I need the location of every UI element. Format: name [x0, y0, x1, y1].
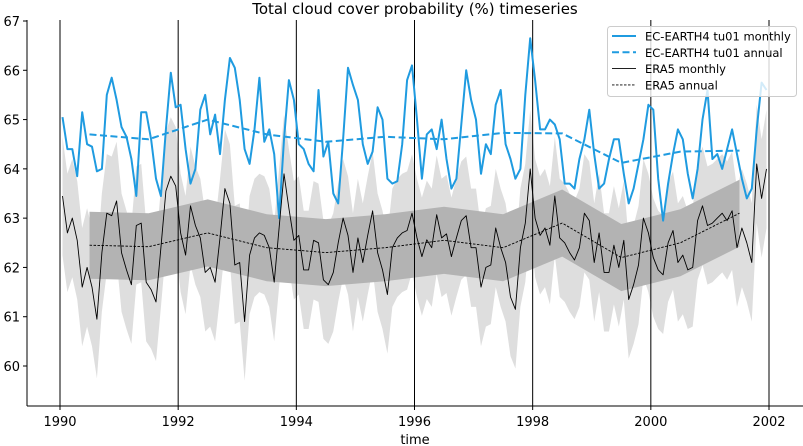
series-lines — [61, 37, 768, 323]
legend-label-3: ERA5 annual — [645, 78, 718, 92]
x-tick-label: 1998 — [516, 415, 549, 430]
y-tick-label: 66 — [3, 64, 20, 79]
x-tick-label: 1996 — [398, 415, 431, 430]
series-line-1 — [89, 118, 740, 164]
y-tick-label: 61 — [3, 311, 20, 326]
y-tick-label: 60 — [3, 360, 20, 375]
chart-title: Total cloud cover probability (%) timese… — [251, 0, 578, 18]
x-axis-label: time — [400, 433, 429, 446]
series-line-0 — [61, 37, 768, 222]
y-tick-label: 64 — [3, 163, 20, 178]
x-tick-label: 1992 — [162, 415, 195, 430]
axes: 60 61 62 63 64 65 66 67 1990 1992 1994 1996 1998 2000… — [3, 15, 803, 430]
x-tick-label: 2002 — [752, 415, 785, 430]
x-tick-label: 1994 — [280, 415, 313, 430]
legend-box — [607, 26, 797, 97]
legend: EC-EARTH4 tu01 monthly EC-EARTH4 tu01 ann… — [607, 26, 797, 97]
legend-label-2: ERA5 monthly — [645, 62, 726, 76]
y-tick-label: 65 — [3, 114, 20, 129]
y-tick-label: 67 — [3, 15, 20, 30]
y-tick-label: 63 — [3, 212, 20, 227]
y-tick-label: 62 — [3, 261, 20, 276]
x-tick-label: 2000 — [634, 415, 667, 430]
series-line-3 — [89, 212, 740, 259]
x-tick-label: 1990 — [43, 415, 76, 430]
legend-label-1: EC-EARTH4 tu01 annual — [645, 46, 783, 60]
series-line-2 — [62, 163, 767, 323]
legend-label-0: EC-EARTH4 tu01 monthly — [645, 30, 791, 44]
